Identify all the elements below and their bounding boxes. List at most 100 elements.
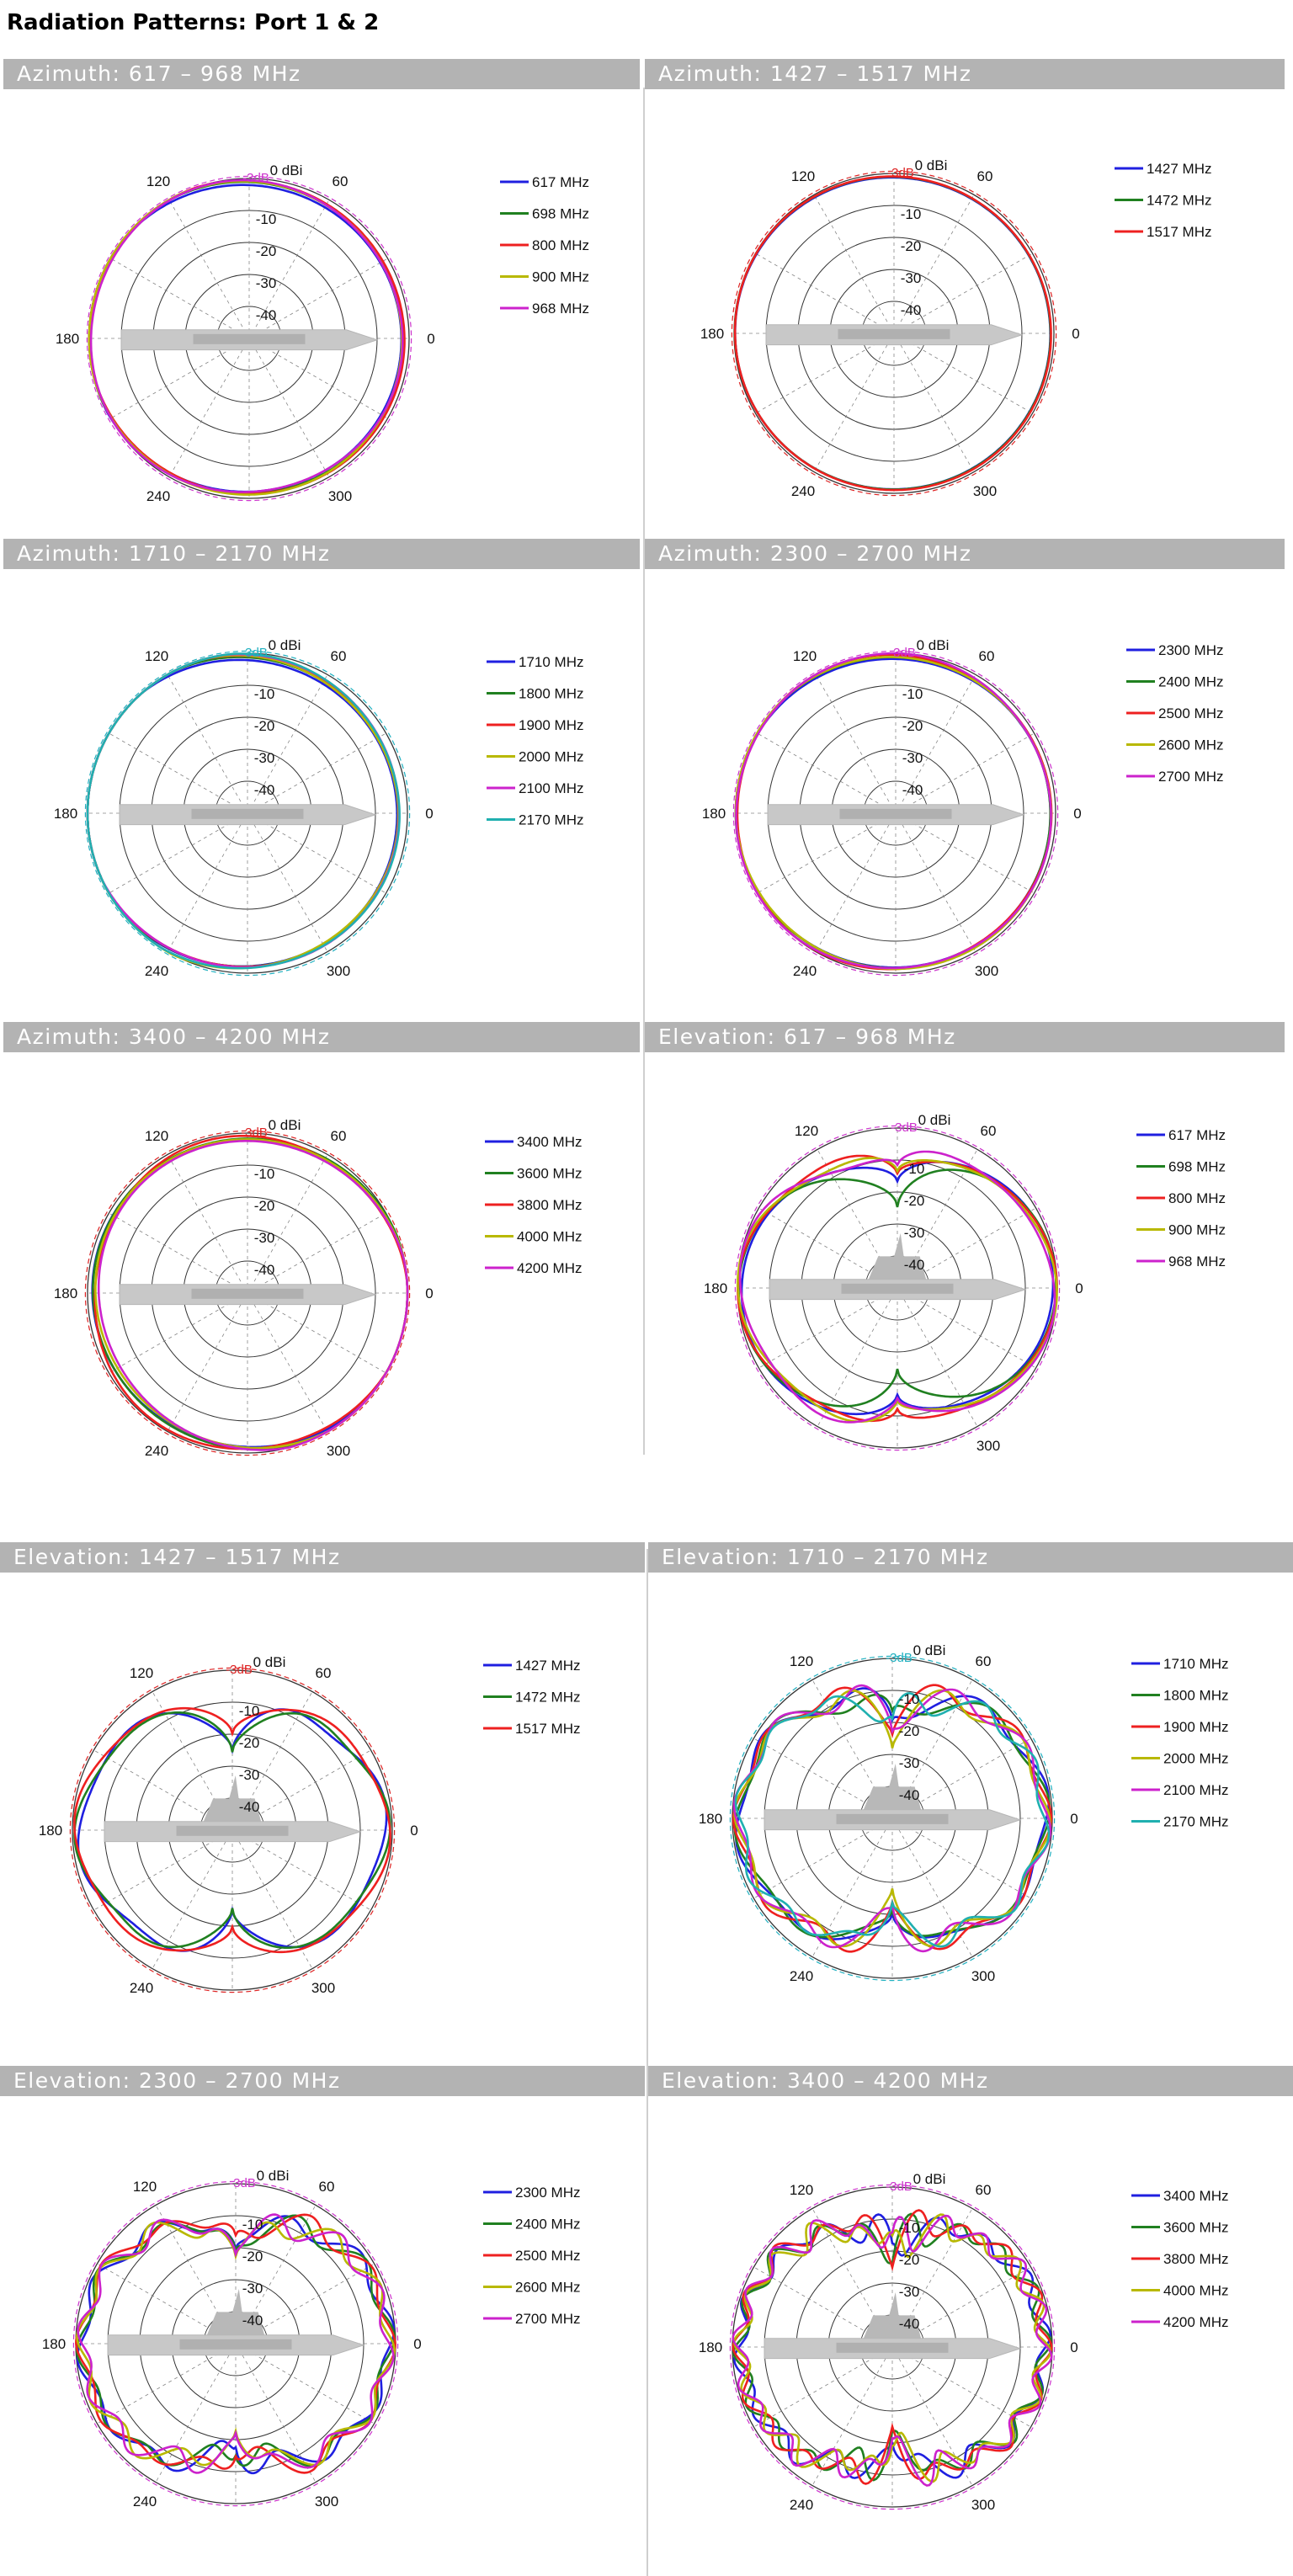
angle-tick-label: 120 — [790, 1653, 813, 1669]
polar-grid-spoke — [895, 812, 976, 952]
minus-3db-reference-circle — [734, 1125, 1061, 1451]
pattern-curve — [75, 2213, 396, 2474]
radial-tick-label: -10 — [902, 686, 923, 702]
angle-tick-label: 60 — [331, 648, 347, 664]
polar-chart: 0 dBi -10 -20 -30 -40 -3dB 0 60 120 180 240 300 1710… — [54, 637, 584, 979]
chart-panel: Elevation: 1427 – 1517 MHz 0 dBi -10 -20 -3… — [0, 1542, 645, 2062]
angle-tick-label: 0 — [1072, 326, 1079, 342]
angle-tick-label: 60 — [976, 2182, 992, 2198]
legend-label: 3800 MHz — [1163, 2251, 1228, 2267]
legend-label: 698 MHz — [532, 206, 589, 222]
chart-panel: Azimuth: 2300 – 2700 MHz 0 dBi -10 -20 -30 -… — [645, 539, 1285, 1020]
column-divider — [646, 1549, 648, 2576]
minus-3db-reference-circle — [729, 2184, 1056, 2510]
polar-grid-spoke — [813, 333, 895, 472]
panel-header: Elevation: 3400 – 4200 MHz — [648, 2066, 1293, 2096]
angle-tick-label: 300 — [315, 2494, 338, 2509]
ship-deck-icon — [839, 808, 952, 819]
polar-grid-spoke — [893, 333, 1033, 414]
polar-grid-spoke — [758, 1287, 898, 1369]
legend-label: 3800 MHz — [517, 1197, 582, 1213]
pattern-curve — [732, 2209, 1053, 2485]
angle-tick-label: 0 — [413, 2336, 421, 2352]
angle-tick-label: 0 — [410, 1823, 418, 1839]
angle-tick-label: 300 — [971, 2497, 995, 2513]
pattern-curve — [86, 652, 401, 970]
ship-mast-icon — [863, 1764, 922, 1810]
polar-grid-spoke — [247, 812, 386, 894]
angle-tick-label: 180 — [39, 1823, 62, 1839]
polar-grid-spoke — [167, 812, 248, 952]
radial-tick-label: -10 — [901, 206, 922, 222]
legend-label: 2100 MHz — [1163, 1782, 1228, 1798]
polar-grid-spoke — [815, 812, 897, 952]
polar-grid-spoke — [247, 812, 328, 952]
angle-tick-label: 0 — [1070, 2339, 1078, 2355]
minus-3db-reference-circle — [731, 170, 1057, 497]
radial-tick-label: -40 — [899, 2316, 920, 2332]
polar-grid-spoke — [248, 258, 388, 339]
radial-tick-label: 0 dBi — [918, 1112, 951, 1128]
pattern-curve — [737, 1157, 1058, 1423]
radial-tick-label: 0 dBi — [269, 1117, 301, 1133]
legend-label: 3600 MHz — [1163, 2220, 1228, 2236]
angle-tick-label: 240 — [791, 483, 815, 499]
legend-label: 2400 MHz — [515, 2217, 580, 2233]
angle-tick-label: 180 — [704, 1280, 727, 1296]
minus-3db-label: -3dB — [889, 646, 916, 660]
radial-tick-label: -30 — [901, 270, 922, 286]
polar-grid-spoke — [152, 1829, 233, 1969]
radial-tick-label: 0 dBi — [913, 2171, 946, 2187]
polar-grid-spoke — [753, 1818, 893, 1899]
radial-tick-label: -40 — [239, 1799, 260, 1815]
angle-tick-label: 120 — [793, 648, 817, 664]
polar-grid-spoke — [168, 200, 250, 339]
radial-tick-label: -30 — [902, 750, 923, 766]
polar-grid-spoke — [247, 732, 386, 814]
radial-tick-label: -40 — [901, 302, 922, 318]
legend-label: 1800 MHz — [519, 686, 583, 702]
legend-label: 968 MHz — [532, 301, 589, 317]
polar-grid-spoke — [97, 2343, 237, 2424]
legend-label: 617 MHz — [532, 174, 589, 190]
minus-3db-label: -3dB — [229, 2176, 256, 2190]
angle-tick-label: 300 — [328, 488, 352, 504]
pattern-curve — [732, 1684, 1052, 1953]
ship-deck-icon — [838, 328, 950, 339]
polar-grid-spoke — [231, 1829, 313, 1969]
panel-header: Azimuth: 617 – 968 MHz — [3, 59, 640, 89]
radial-tick-label: -30 — [254, 750, 275, 766]
pattern-curve — [732, 2214, 1053, 2487]
pattern-curve — [73, 1706, 391, 1954]
polar-grid-spoke — [247, 1292, 386, 1374]
radial-tick-label: -10 — [904, 1161, 925, 1177]
ship-deck-icon — [193, 333, 306, 344]
polar-grid-spoke — [891, 2346, 1031, 2428]
polar-grid-spoke — [247, 1212, 386, 1294]
legend-label: 617 MHz — [1168, 1127, 1226, 1143]
angle-tick-label: 240 — [133, 2494, 157, 2509]
ship-deck-icon — [841, 1283, 954, 1294]
legend-label: 3600 MHz — [517, 1166, 582, 1182]
polar-grid-spoke — [109, 732, 248, 814]
chart-panel: Azimuth: 1427 – 1517 MHz 0 dBi -10 -20 -30 -… — [645, 59, 1285, 539]
angle-tick-label: 240 — [790, 2497, 813, 2513]
polar-grid-spoke — [893, 253, 1033, 334]
polar-grid-spoke — [93, 1829, 233, 1911]
radial-tick-label: -20 — [254, 1198, 275, 1214]
polar-chart: 0 dBi -10 -20 -30 -40 -3dB 0 60 120 180 240 300 617 … — [56, 162, 589, 504]
radial-tick-label: -10 — [242, 2217, 263, 2233]
minus-3db-label: -3dB — [241, 1126, 268, 1140]
pattern-curve — [732, 2213, 1052, 2483]
angle-tick-label: 120 — [133, 2179, 157, 2195]
ship-deck-icon — [179, 2339, 292, 2350]
angle-tick-label: 300 — [971, 1968, 995, 1984]
legend-label: 1517 MHz — [515, 1721, 580, 1737]
polar-grid-spoke — [167, 674, 248, 814]
radial-tick-label: -10 — [254, 686, 275, 702]
minus-3db-label: -3dB — [891, 1120, 918, 1135]
minus-3db-reference-circle — [732, 650, 1059, 977]
angle-tick-label: 180 — [56, 331, 79, 347]
radial-tick-label: -10 — [899, 1691, 920, 1707]
pattern-curve — [734, 1692, 1051, 1948]
